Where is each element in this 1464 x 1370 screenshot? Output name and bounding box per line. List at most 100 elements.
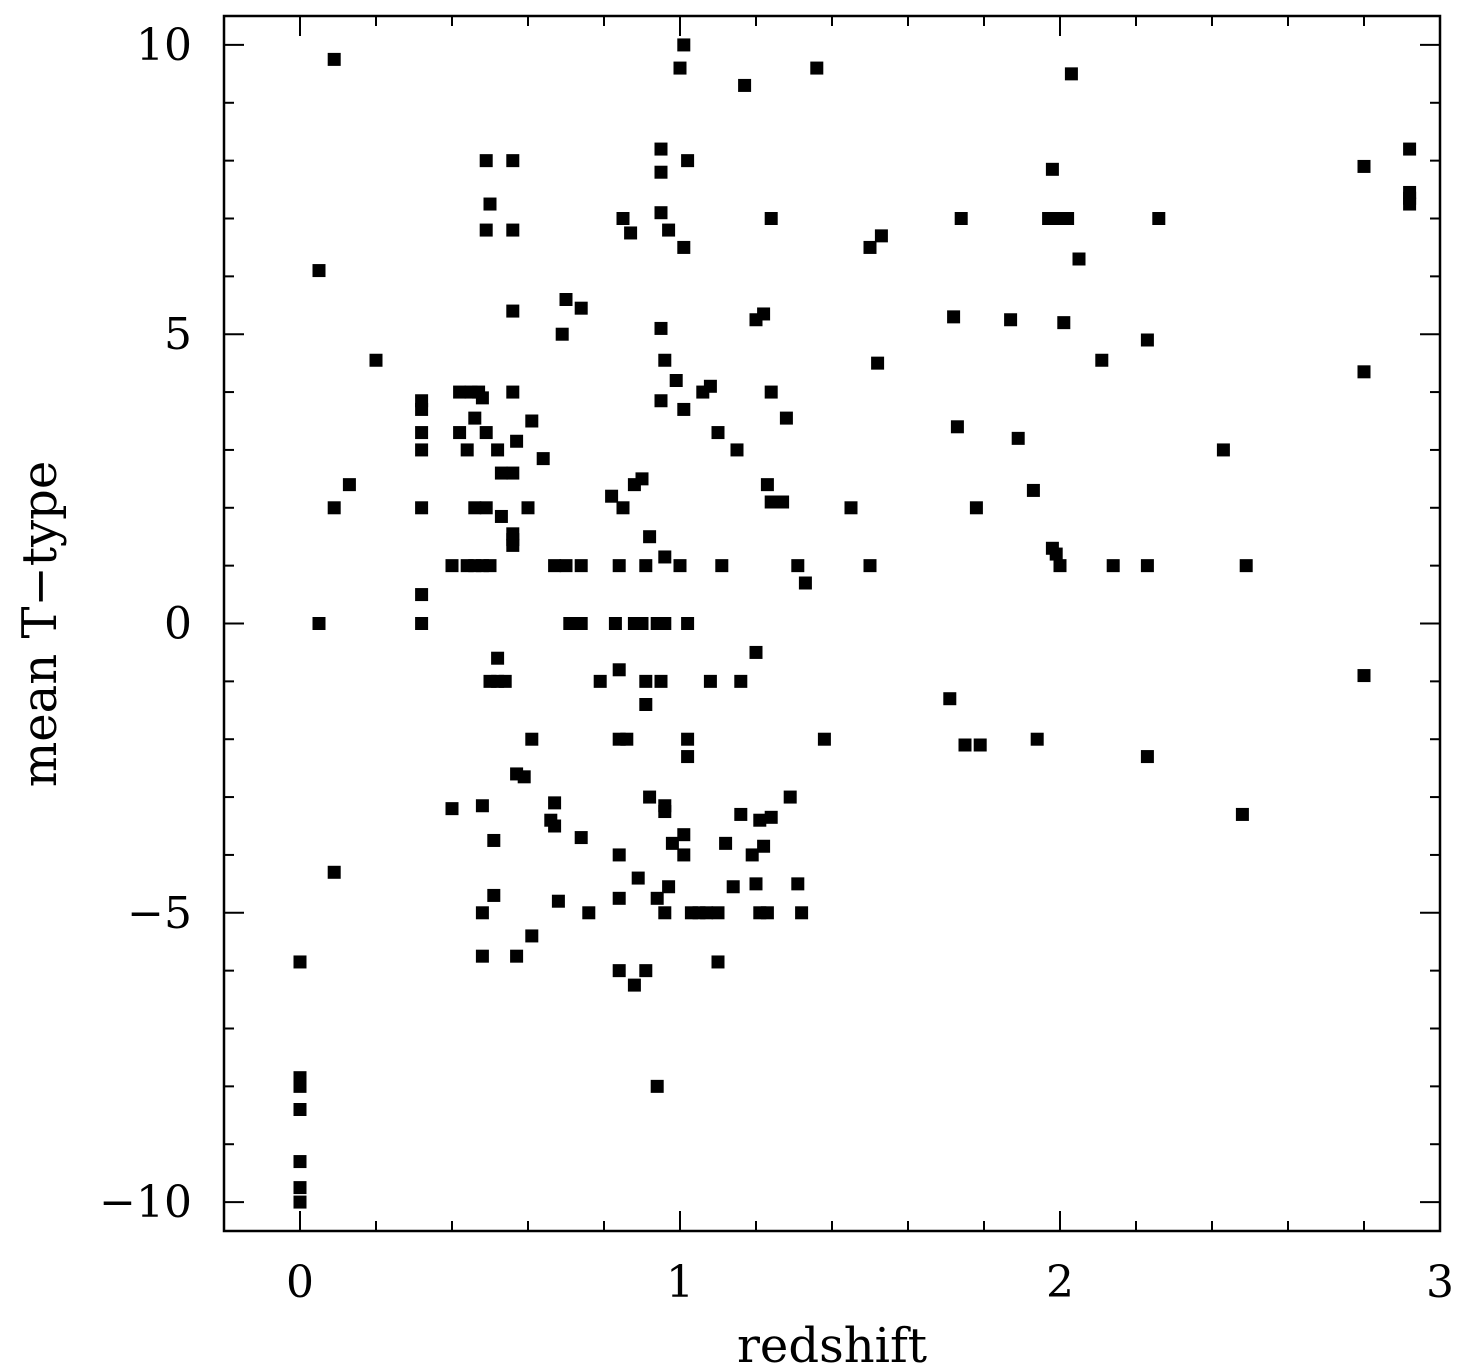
data-point xyxy=(521,501,535,515)
data-point xyxy=(673,61,687,75)
data-point xyxy=(658,617,672,630)
data-point xyxy=(293,955,307,969)
data-point xyxy=(764,212,778,225)
data-point xyxy=(453,385,467,399)
data-point xyxy=(844,501,858,515)
data-point xyxy=(555,327,569,341)
data-point xyxy=(943,692,957,706)
data-point xyxy=(1004,313,1018,327)
data-point xyxy=(574,831,588,845)
data-point xyxy=(654,165,668,179)
data-point xyxy=(453,426,467,440)
data-point xyxy=(593,674,607,688)
data-point xyxy=(498,674,512,688)
data-point xyxy=(1011,431,1025,445)
data-point xyxy=(506,154,520,168)
data-point xyxy=(510,434,524,448)
data-point xyxy=(548,819,562,833)
data-point xyxy=(1216,443,1230,457)
data-point xyxy=(327,865,341,879)
data-point xyxy=(612,559,626,573)
data-point xyxy=(1045,162,1059,176)
y-tick-label: 0 xyxy=(164,599,192,650)
data-point xyxy=(654,674,668,688)
data-point xyxy=(681,617,695,630)
data-point xyxy=(654,321,668,335)
data-point xyxy=(510,949,524,963)
data-point xyxy=(734,807,748,821)
data-point xyxy=(760,478,774,492)
data-point xyxy=(506,385,520,399)
data-point xyxy=(1095,353,1109,367)
data-point xyxy=(1140,750,1154,764)
data-point xyxy=(479,154,493,168)
data-point xyxy=(293,1195,307,1209)
data-point xyxy=(1049,212,1063,225)
x-axis-label: redshift xyxy=(737,1318,927,1370)
data-point xyxy=(817,732,831,746)
data-point xyxy=(479,223,493,237)
data-point xyxy=(1057,316,1071,330)
data-point xyxy=(738,78,752,92)
data-point xyxy=(293,1155,307,1169)
data-point xyxy=(491,651,505,665)
data-point xyxy=(1061,212,1075,225)
data-point xyxy=(506,304,520,318)
data-point xyxy=(479,501,493,515)
data-point xyxy=(616,501,630,515)
y-tick-label: −10 xyxy=(99,1177,192,1228)
tick-labels: 0 1 2 3 −10 −5 0 5 10 xyxy=(99,20,1454,1308)
data-point xyxy=(468,411,482,425)
data-point xyxy=(810,61,824,75)
data-point xyxy=(677,402,691,416)
data-point xyxy=(950,420,964,434)
data-point xyxy=(757,307,771,321)
data-point xyxy=(719,836,733,850)
data-point xyxy=(574,559,588,573)
data-point xyxy=(783,790,797,804)
data-point xyxy=(969,501,983,515)
data-point xyxy=(612,964,626,978)
data-point xyxy=(574,617,588,630)
data-point xyxy=(764,385,778,399)
data-point xyxy=(582,906,596,920)
data-point xyxy=(669,374,683,387)
data-point xyxy=(973,738,987,752)
data-point xyxy=(494,466,508,480)
data-point xyxy=(1403,197,1417,211)
data-point xyxy=(764,810,778,824)
data-point xyxy=(1030,732,1044,746)
data-point xyxy=(415,588,429,602)
data-point xyxy=(639,559,653,573)
data-point xyxy=(1106,559,1120,573)
data-point xyxy=(639,964,653,978)
data-point xyxy=(658,805,672,819)
data-point xyxy=(460,443,474,457)
x-tick-label: 1 xyxy=(666,1257,694,1308)
data-point xyxy=(703,379,717,393)
data-point xyxy=(312,617,326,630)
data-point xyxy=(726,880,740,894)
data-point xyxy=(475,799,489,813)
data-point xyxy=(612,891,626,905)
data-point xyxy=(791,877,805,891)
data-point xyxy=(871,356,885,370)
data-point xyxy=(475,391,489,405)
data-point xyxy=(650,1079,664,1093)
data-point xyxy=(517,770,531,784)
data-point xyxy=(293,1079,307,1093)
data-point xyxy=(711,426,725,440)
data-point xyxy=(711,955,725,969)
data-point xyxy=(483,197,497,211)
data-point xyxy=(700,906,714,920)
data-point xyxy=(1152,212,1166,225)
data-point xyxy=(293,1181,307,1195)
data-point xyxy=(475,949,489,963)
data-point xyxy=(620,732,634,746)
data-point xyxy=(1357,159,1371,173)
data-point xyxy=(795,906,809,920)
data-point xyxy=(662,223,676,237)
data-point xyxy=(605,489,619,503)
data-point xyxy=(1239,559,1253,573)
